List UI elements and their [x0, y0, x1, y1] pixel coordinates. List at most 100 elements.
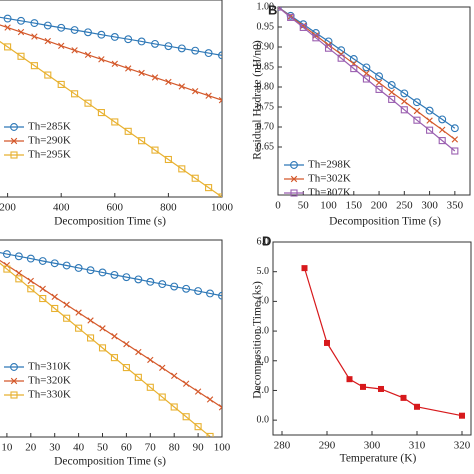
- marker: [134, 275, 143, 284]
- y-tick-label: 6.0: [257, 236, 270, 247]
- marker: [123, 340, 130, 348]
- x-axis-title: Temperature (K): [340, 453, 417, 465]
- marker: [178, 83, 185, 90]
- marker: [194, 287, 203, 295]
- series-line: [0, 252, 222, 297]
- x-tick-label: 70: [145, 442, 157, 454]
- marker: [63, 314, 71, 322]
- legend-label: Th=302K: [308, 173, 351, 185]
- marker: [299, 23, 307, 31]
- y-tick-label: 2.0: [257, 355, 270, 366]
- y-axis-title: Residual Hydrate (nH/n0): [252, 40, 264, 160]
- marker: [146, 277, 155, 286]
- marker: [324, 339, 330, 346]
- marker: [30, 62, 38, 70]
- y-tick-label: 0.90: [257, 41, 275, 52]
- marker: [39, 285, 46, 292]
- x-tick-label: 400: [53, 202, 70, 214]
- marker: [17, 16, 25, 25]
- marker: [191, 174, 199, 182]
- legend-item: Th=310K: [4, 361, 71, 373]
- marker: [122, 364, 130, 372]
- legend-item: Th=290K: [4, 135, 71, 147]
- marker: [122, 273, 131, 282]
- y-tick-label: 0.0: [257, 414, 270, 425]
- marker: [97, 30, 106, 39]
- marker: [451, 136, 459, 143]
- marker: [426, 126, 434, 134]
- marker: [439, 126, 446, 133]
- marker: [10, 123, 18, 131]
- x-tick-label: 50: [97, 442, 109, 454]
- x-axis-title: Decomposition Time (s): [54, 216, 166, 228]
- x-axis-title: Decomposition Time (s): [329, 216, 441, 228]
- y-tick-label: 1.00: [257, 1, 275, 12]
- marker: [290, 161, 298, 169]
- legend-item: Th=298K: [284, 159, 351, 171]
- marker: [111, 60, 118, 67]
- marker: [438, 115, 447, 124]
- marker: [15, 269, 23, 277]
- legend-label: Th=307K: [308, 187, 351, 199]
- marker: [84, 51, 92, 58]
- series-line: [0, 16, 222, 56]
- marker: [459, 412, 465, 419]
- marker: [287, 13, 295, 21]
- marker: [110, 354, 118, 362]
- marker: [206, 396, 214, 403]
- marker: [349, 55, 358, 63]
- marker: [170, 282, 179, 291]
- legend-label: Th=298K: [308, 159, 351, 171]
- panel: 200 400 600 800 1000 Decomposition Time (s) Th…: [0, 0, 234, 228]
- marker: [124, 127, 132, 135]
- marker: [192, 87, 199, 95]
- marker: [10, 391, 18, 399]
- marker: [206, 289, 215, 298]
- marker: [205, 92, 212, 99]
- marker: [87, 317, 94, 324]
- legend-label: Th=310K: [28, 361, 71, 373]
- marker: [324, 44, 333, 52]
- marker: [218, 291, 222, 300]
- x-tick-label: 300: [364, 440, 381, 452]
- marker: [110, 33, 119, 41]
- x-tick-label: 0: [275, 200, 281, 212]
- marker: [87, 334, 95, 342]
- marker: [451, 147, 459, 155]
- marker: [178, 165, 186, 173]
- panel: 10 20 30 40 50 60 70 80 90 100 Decomposition Time …: [0, 239, 231, 468]
- legend-item: Th=307K: [284, 187, 351, 199]
- marker: [400, 89, 409, 98]
- x-tick-label: 800: [160, 202, 177, 214]
- series-line: [278, 7, 456, 152]
- marker: [375, 79, 383, 86]
- marker: [388, 89, 395, 96]
- marker: [26, 254, 35, 263]
- x-tick-label: 200: [0, 202, 16, 214]
- marker: [58, 42, 65, 49]
- y-tick-label: 0.95: [257, 21, 275, 32]
- y-tick-label: 0.70: [257, 121, 275, 132]
- legend-label: Th=285K: [28, 121, 71, 133]
- marker: [10, 363, 18, 371]
- marker: [38, 257, 47, 265]
- marker: [17, 52, 25, 60]
- y-tick-label: 3.0: [257, 325, 270, 336]
- marker: [71, 90, 79, 98]
- marker: [27, 285, 35, 293]
- marker: [17, 28, 25, 36]
- marker: [414, 403, 420, 410]
- marker: [412, 98, 421, 107]
- marker: [450, 124, 459, 133]
- marker: [158, 393, 166, 401]
- marker: [44, 71, 52, 79]
- marker: [400, 394, 407, 401]
- y-tick-label: 5.0: [257, 266, 270, 277]
- x-tick-label: 50: [298, 200, 310, 212]
- marker: [111, 333, 118, 340]
- marker: [84, 28, 92, 37]
- marker: [10, 137, 18, 145]
- marker: [312, 32, 320, 39]
- plot-area: [0, 250, 222, 437]
- marker: [62, 261, 71, 270]
